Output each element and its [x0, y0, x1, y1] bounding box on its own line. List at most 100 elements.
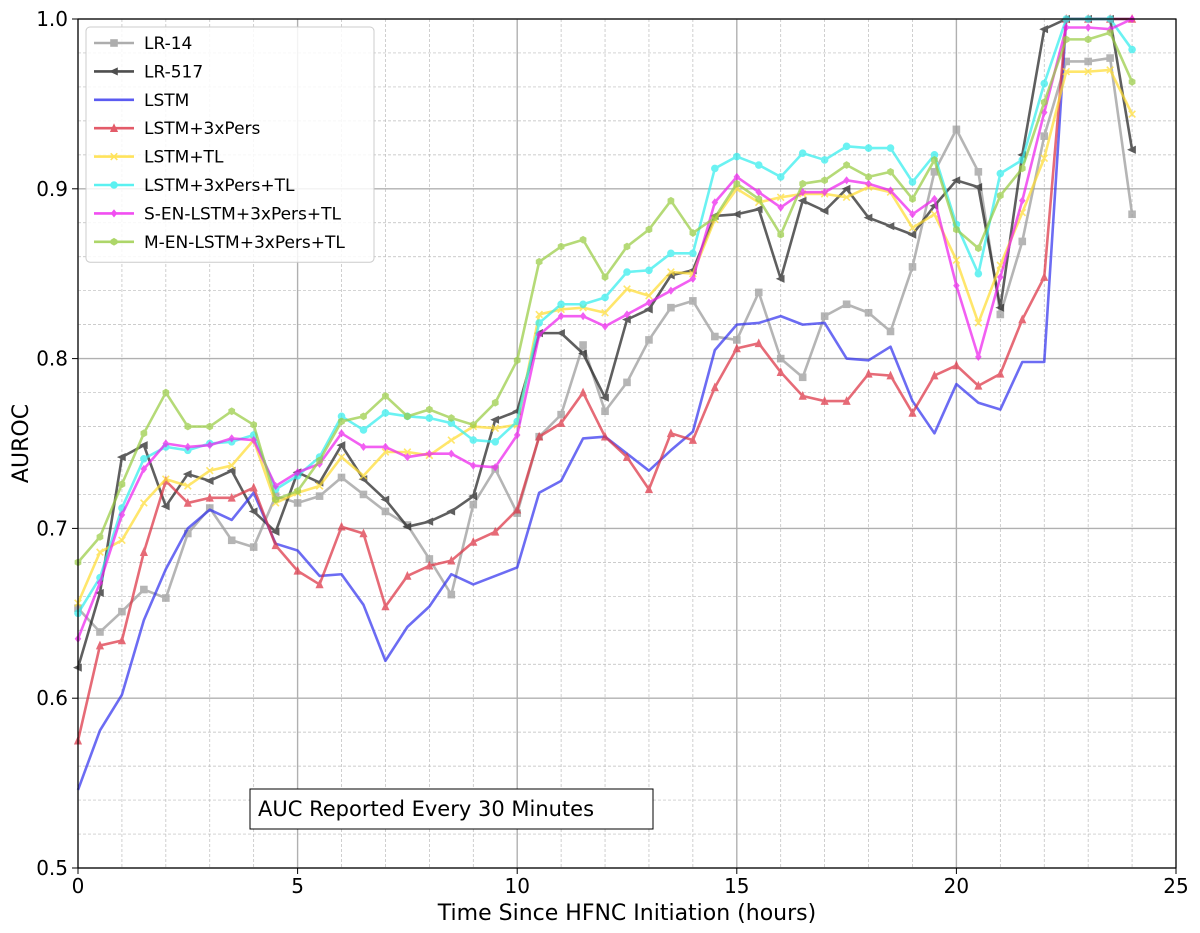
data-point-lr-517	[819, 206, 829, 215]
data-point-lr-14	[842, 300, 851, 309]
data-point-s-en-lstm-3xpers-tl	[997, 272, 1004, 282]
data-point-m-en-lstm-3xpers-tl	[645, 225, 653, 234]
data-point-m-en-lstm-3xpers-tl	[711, 213, 719, 222]
legend-entry-m-en-lstm-3xpers-tl	[94, 237, 134, 246]
data-point-lstm-tl	[403, 448, 412, 456]
legend-entry-lstm-tl	[94, 152, 134, 161]
data-point-m-en-lstm-3xpers-tl	[316, 456, 323, 465]
data-point-lstm-3xpers-tl	[689, 249, 697, 258]
data-point-lr-517	[753, 205, 763, 214]
data-point-s-en-lstm-3xpers-tl	[338, 429, 345, 438]
data-point-lr-517	[402, 522, 412, 531]
data-point-m-en-lstm-3xpers-tl	[1128, 77, 1136, 86]
data-point-lstm-3xpers	[798, 390, 807, 400]
data-point-lstm-tl	[645, 291, 653, 300]
data-point-m-en-lstm-3xpers-tl	[338, 417, 345, 426]
data-point-m-en-lstm-3xpers-tl	[909, 195, 916, 203]
data-point-lr-14	[469, 500, 478, 509]
data-point-lstm-3xpers	[974, 380, 983, 390]
legend-label: LSTM+3xPers	[144, 119, 261, 139]
legend-label: LSTM	[144, 91, 189, 111]
data-point-lr-517	[446, 507, 456, 516]
plot-frame	[77, 18, 1177, 869]
data-point-m-en-lstm-3xpers-tl	[228, 407, 236, 416]
data-point-s-en-lstm-3xpers-tl	[1062, 23, 1070, 32]
data-point-lstm-3xpers-tl	[864, 144, 873, 152]
data-point-lstm-tl	[667, 268, 675, 276]
data-point-lstm-3xpers	[644, 484, 654, 494]
data-point-m-en-lstm-3xpers-tl	[799, 179, 807, 188]
data-point-lr-517	[336, 441, 346, 450]
data-point-lr-14	[886, 327, 895, 336]
data-point-s-en-lstm-3xpers-tl	[491, 463, 499, 472]
data-point-lstm-3xpers	[381, 601, 390, 611]
legend-label: LSTM+3xPers+TL	[144, 176, 295, 196]
data-point-lr-14	[337, 473, 346, 482]
data-point-lr-14	[1040, 132, 1049, 140]
data-point-m-en-lstm-3xpers-tl	[755, 195, 763, 203]
data-point-lstm-3xpers-tl	[1040, 79, 1049, 88]
data-point-m-en-lstm-3xpers-tl	[535, 257, 543, 266]
series-m-en-lstm-3xpers-tl	[74, 28, 1136, 567]
data-point-s-en-lstm-3xpers-tl	[667, 286, 675, 295]
data-point-lstm-3xpers	[908, 407, 917, 417]
data-point-s-en-lstm-3xpers-tl	[250, 436, 257, 445]
data-point-m-en-lstm-3xpers-tl	[447, 414, 455, 422]
data-point-lstm-tl	[776, 193, 785, 202]
legend-marker	[110, 209, 118, 218]
data-point-s-en-lstm-3xpers-tl	[294, 468, 301, 477]
data-point-lstm-tl	[1084, 67, 1093, 76]
data-point-lr-517	[907, 230, 917, 239]
data-point-lstm-3xpers	[271, 540, 280, 550]
legend-marker	[109, 67, 118, 76]
data-point-lr-517	[578, 349, 587, 358]
data-point-lstm-3xpers	[622, 452, 632, 461]
data-point-lstm-3xpers-tl	[842, 142, 851, 151]
annotation-box: AUC Reported Every 30 Minutes	[249, 788, 654, 830]
data-point-lr-14	[1106, 54, 1114, 62]
data-point-lstm-3xpers	[315, 579, 324, 589]
data-point-lr-14	[359, 490, 368, 499]
y-axis-ticks: 0.5 0.6 0.7 0.8 0.9 1.0	[36, 7, 78, 880]
data-point-lstm-3xpers-tl	[1128, 45, 1136, 54]
data-point-lstm-3xpers	[952, 360, 961, 370]
data-point-s-en-lstm-3xpers-tl	[140, 464, 148, 474]
y-tick-label: 0.6	[36, 686, 68, 710]
data-point-lstm-tl	[183, 482, 192, 490]
x-tick-label: 15	[724, 874, 749, 898]
data-point-lr-517	[885, 222, 895, 231]
data-point-lr-14	[1084, 57, 1092, 66]
data-point-lr-517	[160, 502, 170, 511]
data-point-lstm-tl	[535, 310, 544, 319]
data-point-m-en-lstm-3xpers-tl	[360, 412, 367, 421]
data-point-lstm-3xpers	[1018, 314, 1027, 324]
data-point-s-en-lstm-3xpers-tl	[689, 274, 697, 283]
data-point-s-en-lstm-3xpers-tl	[645, 298, 653, 307]
data-point-lstm-3xpers	[117, 635, 127, 645]
data-point-lstm-tl	[952, 256, 961, 264]
data-point-lstm-3xpers-tl	[908, 178, 917, 186]
data-point-lr-14	[820, 312, 829, 320]
data-point-lstm-tl	[140, 499, 148, 507]
y-tick-label: 1.0	[36, 7, 68, 31]
data-point-lstm-tl	[601, 308, 609, 317]
legend-entry-lr-517	[94, 67, 134, 76]
data-point-m-en-lstm-3xpers-tl	[272, 495, 279, 504]
data-point-lstm-tl	[623, 285, 631, 293]
data-point-lr-14	[96, 628, 104, 636]
data-point-m-en-lstm-3xpers-tl	[1106, 28, 1114, 37]
data-point-lstm-3xpers	[183, 497, 192, 507]
data-point-m-en-lstm-3xpers-tl	[206, 422, 214, 431]
data-point-lr-14	[864, 308, 873, 317]
data-point-lr-14	[140, 585, 148, 594]
data-point-s-en-lstm-3xpers-tl	[426, 449, 433, 458]
data-point-lstm-3xpers	[359, 528, 368, 538]
data-point-lstm-tl	[1128, 110, 1136, 118]
data-point-lr-14	[667, 303, 675, 312]
data-point-lstm-tl	[315, 482, 324, 490]
data-point-m-en-lstm-3xpers-tl	[426, 405, 433, 414]
y-tick-label: 0.9	[36, 177, 68, 201]
x-tick-label: 20	[944, 874, 969, 898]
x-tick-label: 25	[1163, 874, 1188, 898]
data-point-lstm-3xpers	[469, 536, 478, 546]
